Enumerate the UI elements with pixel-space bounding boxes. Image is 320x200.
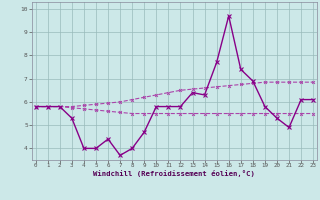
X-axis label: Windchill (Refroidissement éolien,°C): Windchill (Refroidissement éolien,°C) <box>93 170 255 177</box>
